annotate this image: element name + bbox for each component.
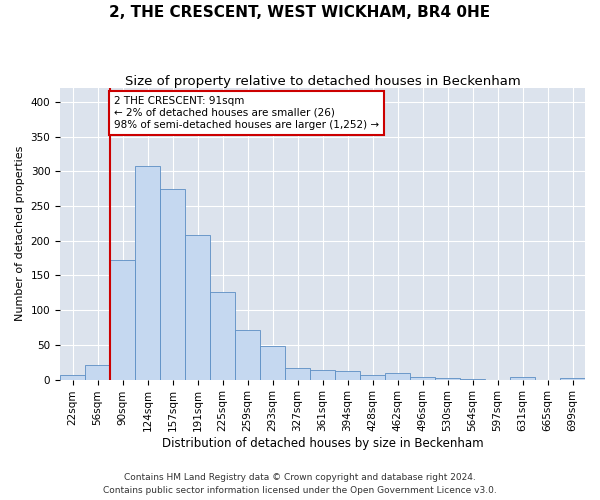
Bar [310,370,335,380]
Bar [560,378,585,380]
Bar [210,292,235,380]
Bar [185,235,210,380]
Text: Contains public sector information licensed under the Open Government Licence v3: Contains public sector information licen… [103,486,497,495]
Bar [235,330,260,380]
Bar [510,377,535,380]
Bar [135,166,160,380]
Text: Contains HM Land Registry data © Crown copyright and database right 2024.: Contains HM Land Registry data © Crown c… [124,474,476,482]
Bar [260,346,285,380]
X-axis label: Distribution of detached houses by size in Beckenham: Distribution of detached houses by size … [162,437,484,450]
Bar [360,374,385,380]
Bar [110,260,135,380]
Bar [435,378,460,380]
Text: 2 THE CRESCENT: 91sqm
← 2% of detached houses are smaller (26)
98% of semi-detac: 2 THE CRESCENT: 91sqm ← 2% of detached h… [114,96,379,130]
Bar [160,188,185,380]
Bar [85,365,110,380]
Bar [285,368,310,380]
Bar [60,374,85,380]
Bar [385,374,410,380]
Bar [335,372,360,380]
Text: 2, THE CRESCENT, WEST WICKHAM, BR4 0HE: 2, THE CRESCENT, WEST WICKHAM, BR4 0HE [109,5,491,20]
Y-axis label: Number of detached properties: Number of detached properties [15,146,25,322]
Bar [460,379,485,380]
Title: Size of property relative to detached houses in Beckenham: Size of property relative to detached ho… [125,75,520,88]
Bar [410,377,435,380]
